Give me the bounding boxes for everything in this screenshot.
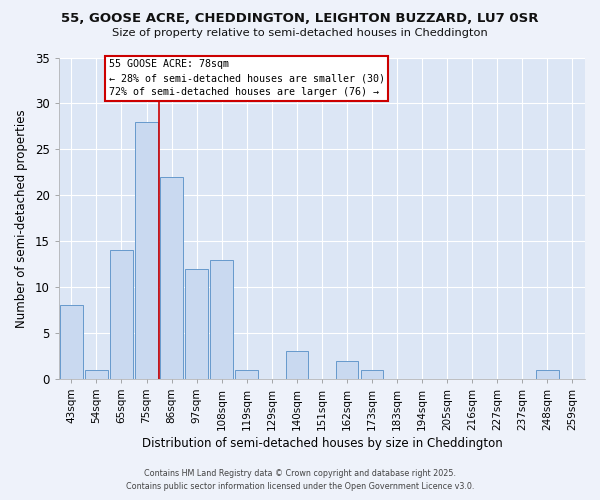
Bar — [336, 360, 358, 379]
Y-axis label: Number of semi-detached properties: Number of semi-detached properties — [15, 109, 28, 328]
Bar — [361, 370, 383, 379]
Text: Size of property relative to semi-detached houses in Cheddington: Size of property relative to semi-detach… — [112, 28, 488, 38]
Bar — [185, 268, 208, 379]
Bar — [211, 260, 233, 379]
Text: Contains HM Land Registry data © Crown copyright and database right 2025.
Contai: Contains HM Land Registry data © Crown c… — [126, 469, 474, 491]
Bar — [110, 250, 133, 379]
Bar — [160, 177, 183, 379]
Bar — [85, 370, 108, 379]
Bar — [286, 352, 308, 379]
Text: 55 GOOSE ACRE: 78sqm
← 28% of semi-detached houses are smaller (30)
72% of semi-: 55 GOOSE ACRE: 78sqm ← 28% of semi-detac… — [109, 60, 385, 98]
Bar — [235, 370, 258, 379]
Text: 55, GOOSE ACRE, CHEDDINGTON, LEIGHTON BUZZARD, LU7 0SR: 55, GOOSE ACRE, CHEDDINGTON, LEIGHTON BU… — [61, 12, 539, 26]
Bar — [536, 370, 559, 379]
Bar — [135, 122, 158, 379]
Bar — [60, 306, 83, 379]
X-axis label: Distribution of semi-detached houses by size in Cheddington: Distribution of semi-detached houses by … — [142, 437, 502, 450]
